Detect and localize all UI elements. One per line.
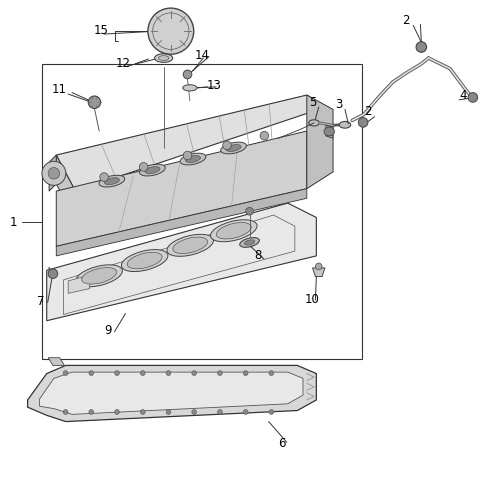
Ellipse shape — [173, 237, 208, 254]
Ellipse shape — [226, 144, 241, 152]
Circle shape — [139, 163, 148, 171]
Bar — [42, 64, 362, 359]
Text: 11: 11 — [51, 83, 67, 96]
Circle shape — [63, 410, 68, 414]
Circle shape — [166, 370, 171, 375]
Polygon shape — [49, 155, 56, 191]
Polygon shape — [307, 95, 333, 189]
Circle shape — [140, 410, 145, 414]
Circle shape — [359, 117, 368, 127]
Circle shape — [269, 410, 274, 414]
Text: 9: 9 — [104, 324, 111, 337]
Polygon shape — [28, 366, 316, 422]
Circle shape — [416, 42, 427, 52]
Ellipse shape — [145, 167, 160, 173]
Ellipse shape — [244, 240, 255, 245]
Text: 2: 2 — [364, 105, 372, 118]
Polygon shape — [48, 358, 64, 366]
Ellipse shape — [324, 127, 335, 136]
Circle shape — [115, 410, 120, 414]
Ellipse shape — [76, 265, 122, 287]
Polygon shape — [39, 372, 303, 414]
Polygon shape — [56, 95, 326, 191]
Text: 4: 4 — [459, 88, 467, 101]
Circle shape — [42, 161, 66, 185]
Circle shape — [183, 151, 192, 160]
Polygon shape — [47, 203, 316, 321]
Circle shape — [468, 93, 478, 102]
Circle shape — [148, 8, 194, 54]
Circle shape — [269, 370, 274, 375]
Ellipse shape — [240, 238, 259, 247]
Polygon shape — [312, 268, 325, 277]
Polygon shape — [326, 125, 333, 138]
Ellipse shape — [158, 56, 169, 60]
Circle shape — [243, 410, 248, 414]
Text: 8: 8 — [254, 249, 262, 262]
Text: 6: 6 — [278, 437, 286, 450]
Text: 2: 2 — [402, 14, 410, 27]
Circle shape — [88, 96, 101, 109]
Ellipse shape — [82, 268, 117, 284]
Circle shape — [48, 269, 58, 279]
Circle shape — [192, 410, 197, 414]
Circle shape — [260, 131, 269, 140]
Circle shape — [48, 168, 60, 179]
Text: 15: 15 — [94, 24, 108, 37]
Circle shape — [166, 410, 171, 414]
Circle shape — [140, 370, 145, 375]
Ellipse shape — [211, 220, 257, 242]
Text: 12: 12 — [116, 57, 131, 71]
Circle shape — [115, 370, 120, 375]
Text: 1: 1 — [10, 216, 17, 229]
Text: 10: 10 — [304, 293, 319, 306]
Circle shape — [315, 263, 322, 270]
Polygon shape — [56, 189, 307, 256]
Ellipse shape — [99, 175, 125, 187]
Ellipse shape — [216, 223, 251, 239]
Ellipse shape — [127, 252, 162, 269]
Circle shape — [89, 410, 94, 414]
Circle shape — [246, 207, 253, 215]
Circle shape — [192, 370, 197, 375]
Text: 13: 13 — [206, 79, 221, 92]
Polygon shape — [56, 131, 307, 246]
Ellipse shape — [339, 121, 351, 128]
Ellipse shape — [155, 54, 173, 62]
Polygon shape — [68, 275, 90, 293]
Circle shape — [243, 370, 248, 375]
Circle shape — [63, 370, 68, 375]
Ellipse shape — [221, 142, 246, 154]
Circle shape — [217, 410, 222, 414]
Circle shape — [100, 173, 108, 182]
Text: 3: 3 — [336, 98, 343, 111]
Circle shape — [223, 141, 231, 150]
Text: 14: 14 — [195, 49, 210, 62]
Ellipse shape — [180, 153, 206, 165]
Ellipse shape — [183, 85, 197, 91]
Circle shape — [89, 370, 94, 375]
Ellipse shape — [140, 164, 165, 176]
Ellipse shape — [309, 120, 319, 126]
Circle shape — [217, 370, 222, 375]
Ellipse shape — [104, 178, 120, 185]
Ellipse shape — [167, 234, 214, 256]
Polygon shape — [56, 155, 75, 220]
Text: 7: 7 — [37, 295, 45, 308]
Circle shape — [183, 70, 192, 79]
Text: 5: 5 — [309, 96, 317, 109]
Ellipse shape — [121, 250, 168, 271]
Ellipse shape — [185, 156, 201, 162]
